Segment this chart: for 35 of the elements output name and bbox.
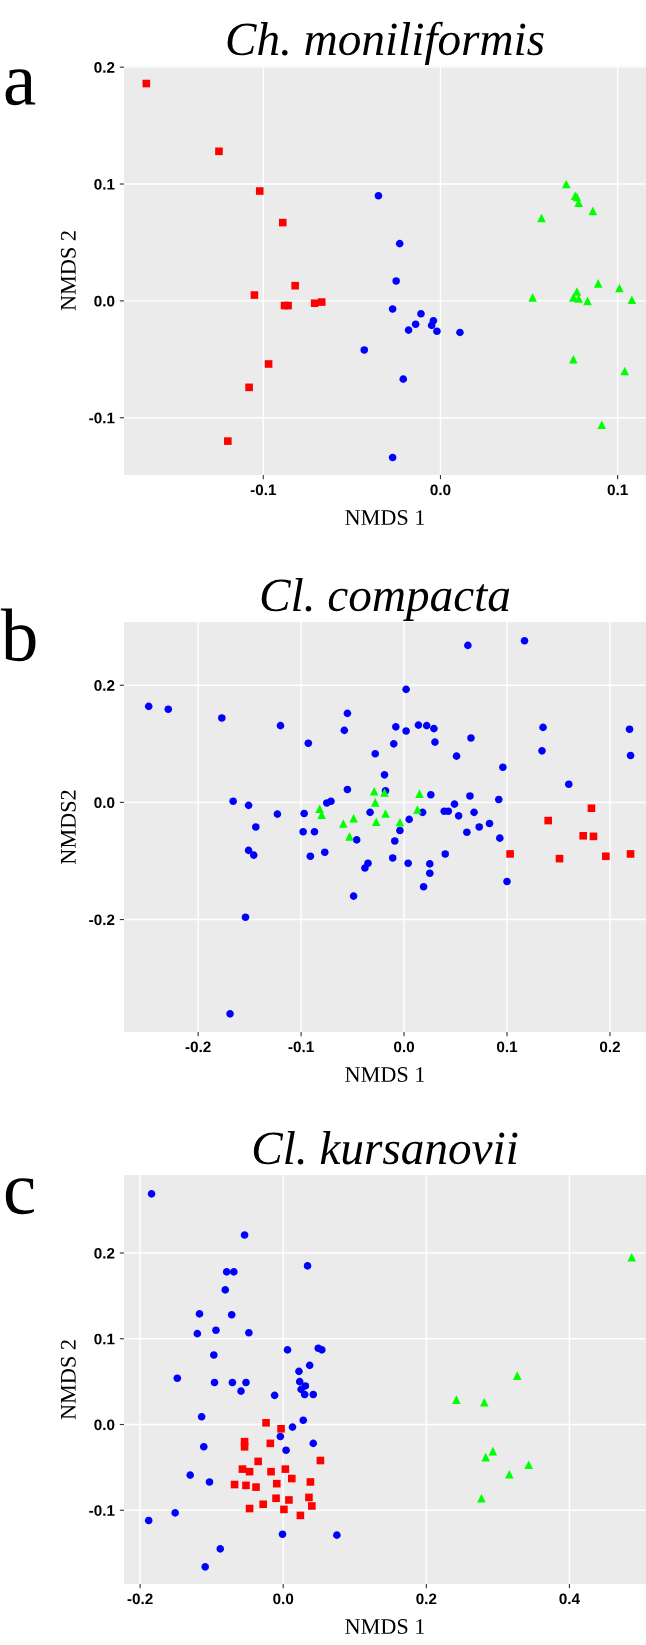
text: a bbox=[5, 69, 36, 106]
x-axis-title: NMDS 1 bbox=[345, 1619, 425, 1635]
x-tick-label: 0.2 bbox=[599, 1041, 620, 1053]
x-tick-label: 0.1 bbox=[607, 484, 628, 496]
chart-title: Cl. kursanovii bbox=[253, 1131, 518, 1165]
y-tick-label: -0.1 bbox=[89, 1505, 115, 1516]
x-tick-label: -0.2 bbox=[185, 1041, 211, 1053]
x-tick-label: -0.1 bbox=[250, 484, 277, 496]
x-tick-label: 0.4 bbox=[559, 1593, 580, 1605]
y-tick-label: 0.0 bbox=[94, 295, 115, 307]
x-tick-label: 0.0 bbox=[394, 1041, 415, 1053]
chart-title: Cl. compacta bbox=[261, 578, 510, 621]
y-axis-title: NMDS 2 bbox=[60, 231, 76, 311]
y-tick-label: 0.2 bbox=[94, 680, 115, 691]
y-tick-label: 0.1 bbox=[94, 1333, 115, 1345]
y-axis-title: NMDS 2 bbox=[60, 1340, 76, 1420]
y-tick-label: 0.2 bbox=[94, 62, 115, 73]
x-tick-label: 0.0 bbox=[430, 484, 451, 496]
x-tick-label: 0.2 bbox=[416, 1593, 437, 1605]
y-tick-label: -0.1 bbox=[89, 412, 115, 424]
chart-title: Ch. moniliformis bbox=[227, 21, 544, 65]
y-tick-label: 0.0 bbox=[94, 1419, 115, 1431]
x-tick-label: 0.1 bbox=[496, 1041, 518, 1053]
text: c bbox=[5, 1178, 34, 1215]
y-tick-label: 0.1 bbox=[94, 178, 115, 190]
x-tick-label: -0.1 bbox=[288, 1041, 314, 1053]
x-axis-title: NMDS 1 bbox=[345, 510, 425, 526]
y-tick-label: 0.0 bbox=[94, 797, 115, 809]
text: b bbox=[0, 608, 36, 662]
x-tick-label: -0.2 bbox=[127, 1593, 153, 1605]
y-tick-label: -0.2 bbox=[89, 914, 115, 926]
x-tick-label: 0.0 bbox=[273, 1593, 294, 1605]
y-tick-label: 0.2 bbox=[94, 1247, 115, 1259]
y-axis-title: NMDS2 bbox=[60, 790, 76, 865]
x-axis-title: NMDS 1 bbox=[345, 1067, 425, 1083]
